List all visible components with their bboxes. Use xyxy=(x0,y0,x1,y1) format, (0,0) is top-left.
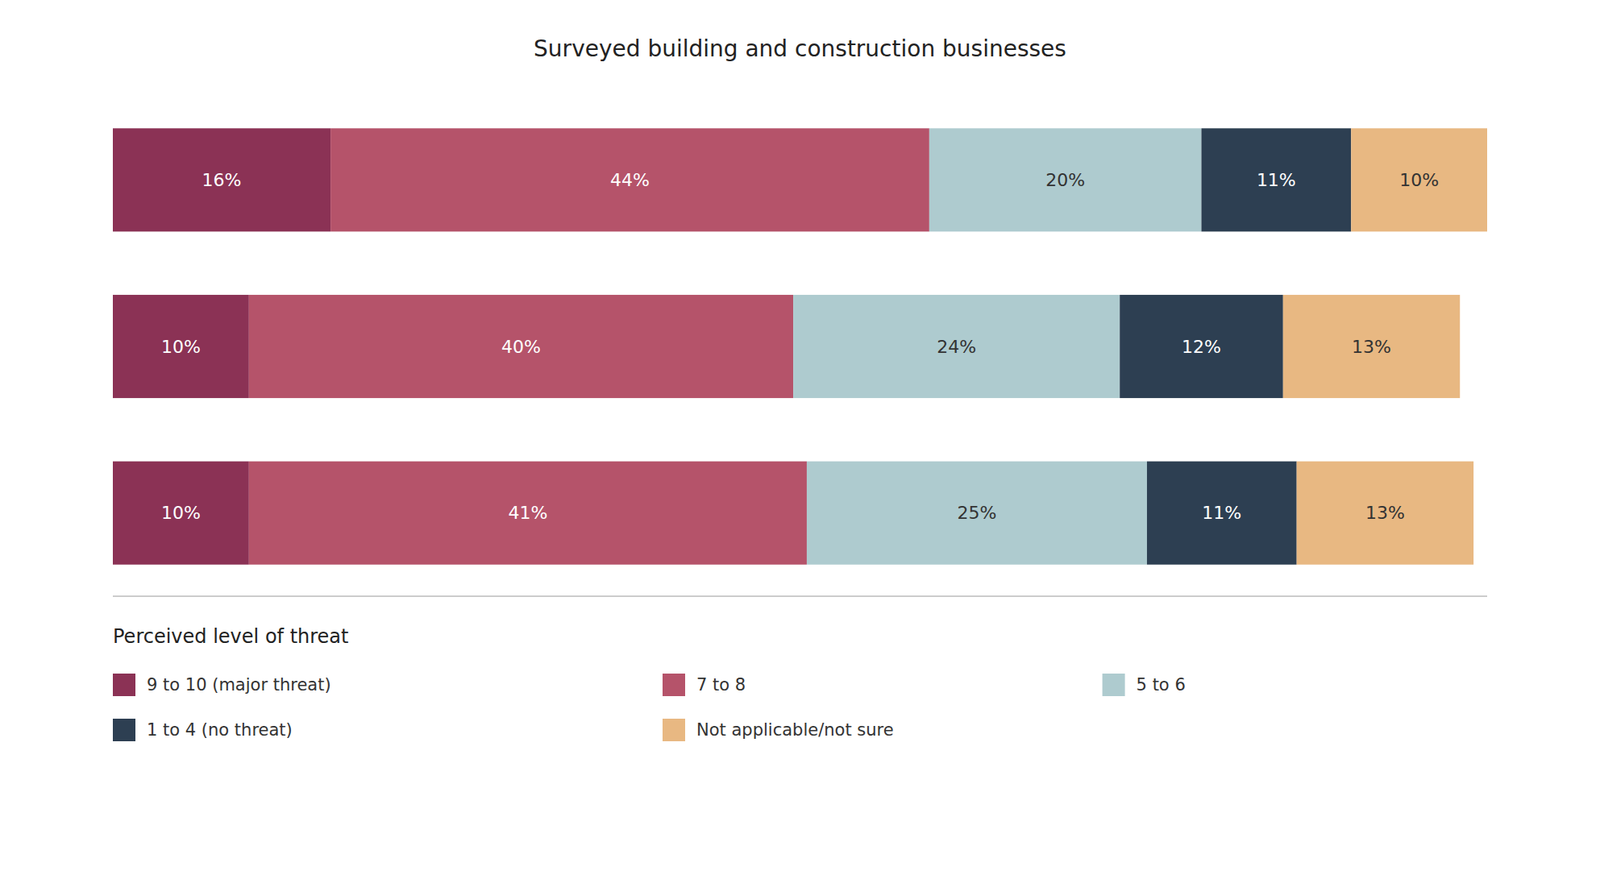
bar-segment xyxy=(1350,128,1488,232)
legend-label: 5 to 6 xyxy=(1136,675,1186,695)
data-label: 13% xyxy=(1365,502,1405,524)
bar-segment xyxy=(1283,295,1460,399)
bar-segment xyxy=(1147,461,1297,566)
legend: Perceived level of threat 9 to 10 (major … xyxy=(112,625,1186,742)
bar-segment xyxy=(112,128,331,232)
legend-swatch xyxy=(662,718,686,742)
data-labels: 16% 44% 20% 11% 10% 10% 40% 24% 12% 13% 10% 41% 25% 1… xyxy=(161,170,1439,524)
chart-title: Surveyed building and construction busin… xyxy=(533,35,1067,63)
bar-segment xyxy=(1201,128,1351,232)
bar-segment xyxy=(793,295,1120,399)
data-label: 24% xyxy=(936,336,977,358)
bars xyxy=(112,128,1488,565)
legend-label: 1 to 4 (no threat) xyxy=(146,720,293,740)
bar-segment xyxy=(249,461,807,566)
data-label: 11% xyxy=(1256,170,1297,191)
bar-segment xyxy=(929,128,1202,232)
bar-segment xyxy=(112,461,250,566)
legend-swatch xyxy=(662,673,686,697)
legend-swatch xyxy=(1102,673,1126,697)
legend-title: Perceived level of threat xyxy=(112,625,350,649)
legend-swatch xyxy=(112,718,136,742)
bar-segment xyxy=(1296,461,1474,566)
data-label: 10% xyxy=(161,502,201,524)
legend-swatch xyxy=(112,673,136,697)
x-axis-line xyxy=(112,596,1488,598)
chart-container: Surveyed building and construction busin… xyxy=(0,0,1600,875)
bar-segment xyxy=(806,461,1148,566)
data-label: 20% xyxy=(1045,170,1085,191)
data-label: 11% xyxy=(1201,502,1242,524)
chart-svg: Surveyed building and construction busin… xyxy=(0,0,1600,875)
bar-segment xyxy=(330,128,930,232)
data-label: 16% xyxy=(202,170,242,191)
legend-label: 7 to 8 xyxy=(696,675,746,695)
page: {"chart_data": { "type": "bar", "orienta… xyxy=(0,0,1600,875)
legend-label: Not applicable/not sure xyxy=(696,720,894,740)
bar-segment xyxy=(112,295,250,399)
bar-segment xyxy=(1119,295,1284,399)
data-label: 10% xyxy=(1399,170,1439,191)
data-label: 41% xyxy=(507,502,548,524)
data-label: 40% xyxy=(501,336,541,358)
data-label: 44% xyxy=(610,170,650,191)
data-label: 13% xyxy=(1351,336,1392,358)
legend-label: 9 to 10 (major threat) xyxy=(146,675,332,695)
bar-segment xyxy=(249,295,794,399)
data-label: 10% xyxy=(161,336,201,358)
data-label: 25% xyxy=(957,502,998,524)
data-label: 12% xyxy=(1181,336,1222,358)
